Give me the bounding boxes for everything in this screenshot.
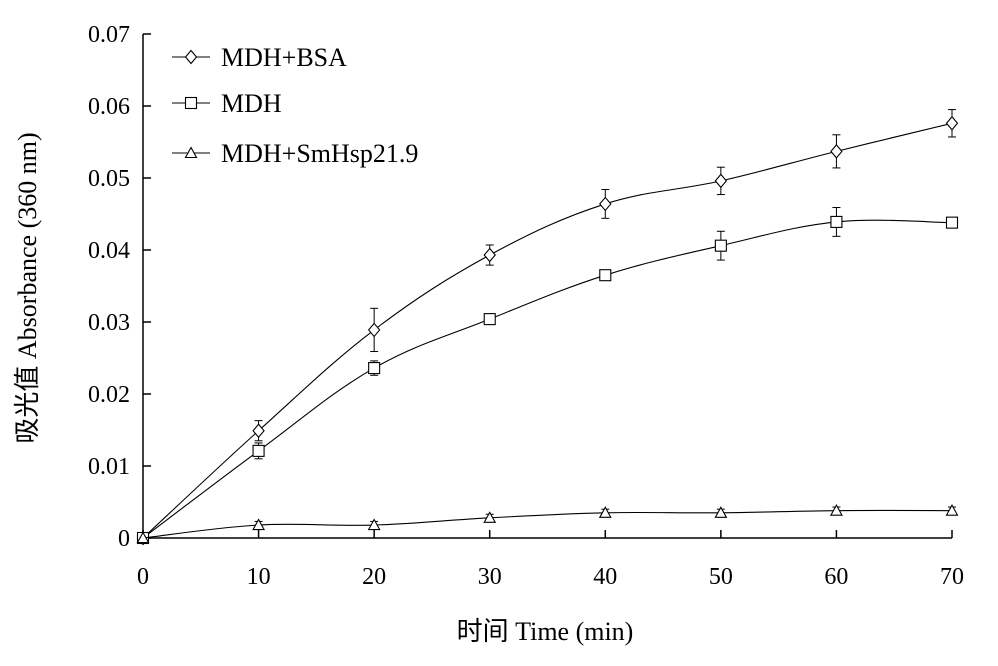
y-tick-label: 0.02 [88, 382, 130, 408]
legend-marker [186, 98, 197, 109]
legend-marker [186, 51, 197, 64]
y-axis-title: 吸光值 Absorbance (360 nm) [13, 132, 42, 443]
axes: 0 0.01 0.02 0.03 0.04 0.05 0.06 0.07 0 10 20 30 40 50… [88, 22, 964, 590]
data-point [369, 323, 380, 336]
legend-item-1: MDH+BSA [172, 43, 347, 72]
y-tick-label: 0.01 [88, 454, 130, 480]
data-point [947, 117, 958, 130]
data-point [484, 249, 495, 262]
legend: MDH+BSA MDH MDH+SmHsp21.9 [172, 43, 418, 168]
data-point [484, 314, 495, 325]
x-tick-label: 30 [478, 564, 502, 590]
data-point [831, 216, 842, 227]
data-point [600, 197, 611, 210]
y-tick-label: 0.05 [88, 166, 130, 192]
y-tick-label: 0 [118, 526, 130, 552]
x-axis-title: 时间 Time (min) [457, 617, 634, 646]
x-tick-label: 70 [940, 564, 964, 590]
series-1 [138, 110, 958, 545]
data-point [253, 424, 264, 437]
legend-label: MDH+BSA [221, 43, 347, 72]
legend-item-2: MDH [172, 89, 282, 118]
x-tick-label: 60 [824, 564, 848, 590]
data-point [831, 145, 842, 158]
data-point [253, 445, 264, 456]
y-tick-label: 0.07 [88, 22, 130, 48]
series-line [143, 123, 952, 538]
x-tick-label: 50 [709, 564, 733, 590]
series-layer [138, 110, 958, 545]
x-tick-label: 10 [247, 564, 271, 590]
y-tick-label: 0.03 [88, 310, 130, 336]
x-tick-label: 0 [137, 564, 149, 590]
series-line [143, 220, 952, 538]
data-point [715, 240, 726, 251]
x-tick-label: 40 [593, 564, 617, 590]
y-tick-label: 0.04 [88, 238, 130, 264]
legend-label: MDH+SmHsp21.9 [221, 139, 418, 168]
series-2 [138, 208, 958, 544]
legend-label: MDH [221, 89, 282, 118]
data-point [947, 217, 958, 228]
data-point [600, 270, 611, 281]
legend-item-3: MDH+SmHsp21.9 [172, 139, 418, 168]
series-3 [138, 505, 958, 542]
y-tick-label: 0.06 [88, 94, 130, 120]
x-tick-label: 20 [362, 564, 386, 590]
data-point [369, 363, 380, 374]
data-point [715, 174, 726, 187]
